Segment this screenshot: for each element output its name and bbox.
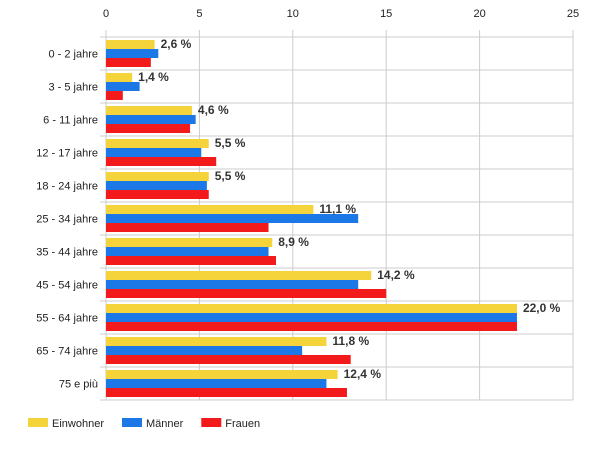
x-tick-label: 5	[196, 8, 202, 20]
bar	[106, 148, 202, 157]
data-label: 8,9 %	[278, 235, 309, 249]
bar	[106, 304, 517, 313]
category-label: 45 - 54 jahre	[36, 280, 98, 292]
bar	[106, 124, 191, 133]
category-label: 75 e più	[59, 379, 98, 391]
category-label: 55 - 64 jahre	[36, 313, 98, 325]
bar	[106, 337, 327, 346]
bar	[106, 223, 269, 232]
data-labels: 2,6 % 1,4 % 4,6 % 5,5 % 5,5 % 11,1 % 8,9 % 14,2…	[138, 37, 560, 381]
data-label: 11,8 %	[332, 334, 369, 348]
bar	[106, 106, 192, 115]
category-label: 65 - 74 jahre	[36, 346, 98, 358]
bar	[106, 172, 209, 181]
category-label: 35 - 44 jahre	[36, 247, 98, 259]
bar	[106, 313, 517, 322]
bar	[106, 322, 517, 331]
bar	[106, 238, 273, 247]
bar	[106, 289, 387, 298]
bars	[106, 40, 517, 397]
x-tick-label: 25	[567, 8, 579, 20]
data-label: 5,5 %	[215, 136, 246, 150]
data-label: 4,6 %	[198, 103, 229, 117]
bar	[106, 181, 207, 190]
category-label: 12 - 17 jahre	[36, 148, 98, 160]
bar	[106, 205, 314, 214]
x-tick-label: 20	[473, 8, 485, 20]
bar	[106, 280, 359, 289]
bar	[106, 370, 338, 379]
legend-label: Frauen	[225, 418, 260, 430]
data-label: 2,6 %	[161, 37, 192, 51]
bar	[106, 73, 133, 82]
bar	[106, 91, 123, 100]
category-label: 18 - 24 jahre	[36, 181, 98, 193]
category-labels: 0 - 2 jahre 3 - 5 jahre 6 - 11 jahre 12 - 1…	[36, 49, 98, 391]
bar	[106, 388, 347, 397]
data-label: 12,4 %	[344, 367, 382, 381]
data-label: 1,4 %	[138, 70, 169, 84]
bar	[106, 40, 155, 49]
grid	[100, 30, 574, 401]
category-label: 25 - 34 jahre	[36, 214, 98, 226]
bar	[106, 271, 372, 280]
category-label: 3 - 5 jahre	[48, 82, 98, 94]
bar	[106, 58, 151, 67]
x-tick-label: 15	[380, 8, 392, 20]
x-tick-label: 0	[103, 8, 109, 20]
bar	[106, 115, 196, 124]
bar	[106, 49, 159, 58]
legend-label: Einwohner	[52, 418, 104, 430]
bar	[106, 247, 269, 256]
legend-label: Männer	[146, 418, 184, 430]
bar	[106, 82, 140, 91]
x-tick-label: 10	[287, 8, 299, 20]
bar	[106, 256, 276, 265]
bar	[106, 214, 359, 223]
bar	[106, 355, 351, 364]
data-label: 11,1 %	[319, 202, 356, 216]
legend-swatch	[121, 418, 142, 427]
legend-swatch	[28, 418, 48, 427]
category-label: 6 - 11 jahre	[43, 115, 98, 127]
data-label: 14,2 %	[377, 268, 415, 282]
legend: Einwohner Männer Frauen	[28, 418, 260, 430]
legend-swatch	[201, 418, 222, 427]
data-label: 5,5 %	[215, 169, 246, 183]
bar	[106, 346, 303, 355]
bar	[106, 379, 327, 388]
bar	[106, 157, 217, 166]
bar	[106, 139, 209, 148]
data-label: 22,0 %	[523, 301, 561, 315]
x-axis-ticks: 0 5 10 15 20 25	[103, 8, 579, 20]
bar	[106, 190, 209, 199]
category-label: 0 - 2 jahre	[48, 49, 98, 61]
